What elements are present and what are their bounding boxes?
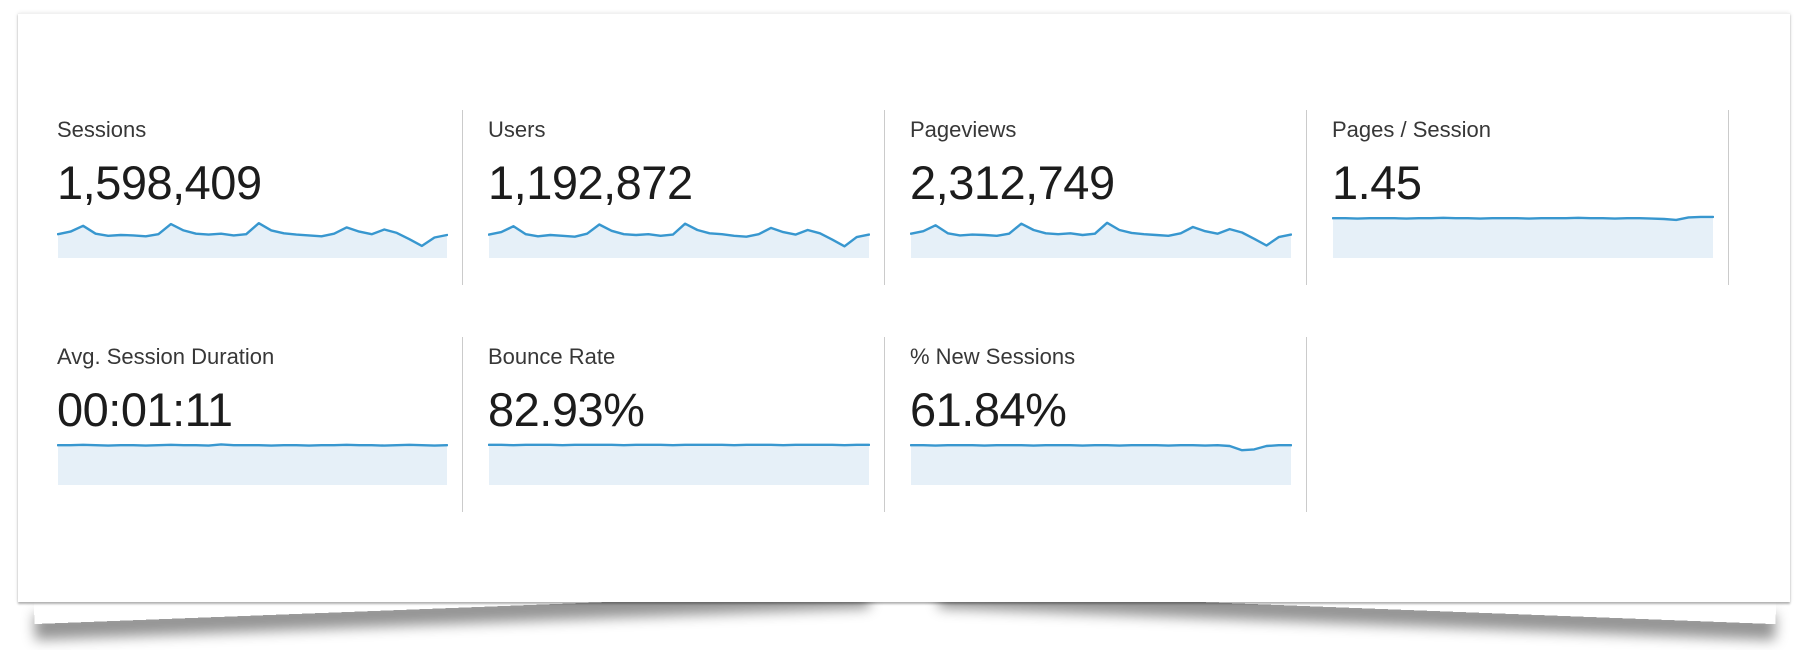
metric-label: % New Sessions bbox=[910, 344, 1076, 369]
metrics-card-wrap: Sessions 1,598,409 Users 1,192,872 Pagev… bbox=[18, 13, 1790, 602]
sparkline-chart bbox=[910, 439, 1292, 485]
metric-value: 1,192,872 bbox=[488, 156, 693, 209]
metric-tile-avg-session-duration[interactable]: Avg. Session Duration 00:01:11 bbox=[18, 337, 463, 512]
metric-label: Users bbox=[488, 117, 546, 142]
metric-row-1: Sessions 1,598,409 Users 1,192,872 Pagev… bbox=[18, 110, 1790, 285]
metrics-summary-card: Sessions 1,598,409 Users 1,192,872 Pagev… bbox=[18, 13, 1790, 602]
metric-label: Bounce Rate bbox=[488, 344, 616, 369]
metric-value: 1,598,409 bbox=[57, 156, 262, 209]
metric-value: 00:01:11 bbox=[57, 383, 233, 436]
sparkline-chart bbox=[488, 212, 870, 258]
metric-tile-sessions[interactable]: Sessions 1,598,409 bbox=[18, 110, 463, 285]
metric-label: Sessions bbox=[57, 117, 147, 142]
sparkline-chart bbox=[57, 212, 448, 258]
metric-label: Pageviews bbox=[910, 117, 1017, 142]
metric-tile-percent-new-sessions[interactable]: % New Sessions 61.84% bbox=[885, 337, 1307, 512]
sparkline-chart bbox=[910, 212, 1292, 258]
metric-tile-pages-per-session[interactable]: Pages / Session 1.45 bbox=[1307, 110, 1729, 285]
sparkline-chart bbox=[57, 439, 448, 485]
metric-row-2: Avg. Session Duration 00:01:11 Bounce Ra… bbox=[18, 337, 1790, 512]
metric-tile-users[interactable]: Users 1,192,872 bbox=[463, 110, 885, 285]
metric-value: 2,312,749 bbox=[910, 156, 1115, 209]
metric-label: Avg. Session Duration bbox=[57, 344, 275, 369]
metric-tile-pageviews[interactable]: Pageviews 2,312,749 bbox=[885, 110, 1307, 285]
metric-label: Pages / Session bbox=[1332, 117, 1491, 142]
metric-value: 82.93% bbox=[488, 383, 645, 436]
sparkline-chart bbox=[488, 439, 870, 485]
sparkline-chart bbox=[1332, 212, 1714, 258]
metric-value: 1.45 bbox=[1332, 156, 1422, 209]
metric-value: 61.84% bbox=[910, 383, 1067, 436]
metric-tile-bounce-rate[interactable]: Bounce Rate 82.93% bbox=[463, 337, 885, 512]
